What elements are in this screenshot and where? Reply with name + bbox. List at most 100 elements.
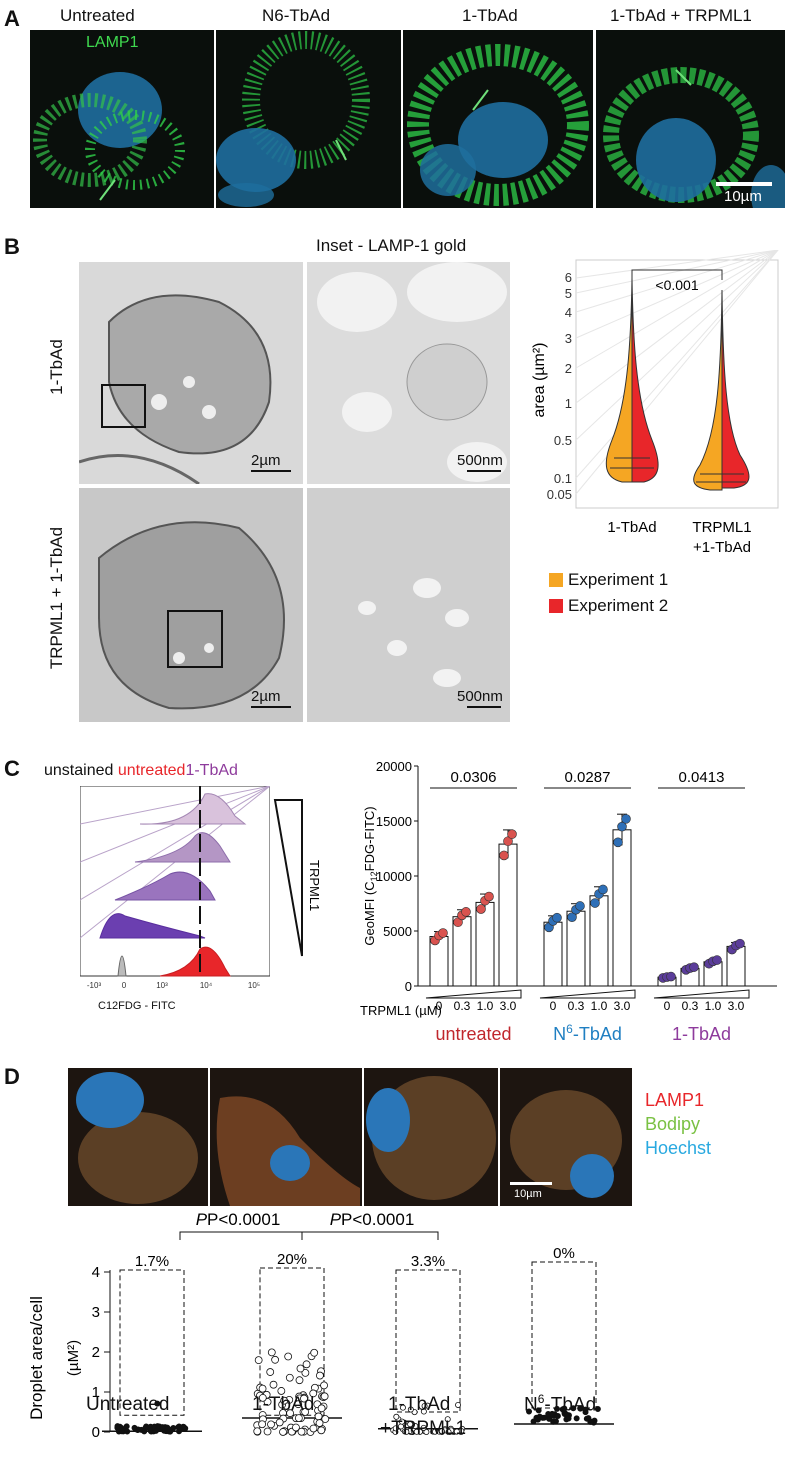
flow-legend-unstained: unstained xyxy=(44,762,114,779)
geomfi-series-label: N6-TbAd xyxy=(553,1022,622,1044)
hist-xtick-0: -10³ xyxy=(87,981,102,990)
droplet-point xyxy=(392,1425,399,1432)
droplet-ytick: 3 xyxy=(92,1304,100,1321)
geomfi-conc-label: 0 xyxy=(436,999,443,1013)
droplet-percent: 0% xyxy=(553,1245,575,1262)
droplet-gate-box xyxy=(119,1269,185,1416)
droplet-point xyxy=(309,1424,318,1433)
panel-letter-a: A xyxy=(4,6,20,31)
droplet-pvalue-2: PP<0.0001 xyxy=(330,1210,415,1229)
droplet-point xyxy=(123,1423,130,1430)
geomfi-pvalue: 0.0306 xyxy=(451,769,497,786)
geomfi-point xyxy=(507,829,517,839)
geomfi-series-label: untreated xyxy=(435,1024,511,1044)
geomfi-point xyxy=(617,821,627,832)
droplet-point xyxy=(582,1409,589,1416)
droplet-point xyxy=(271,1355,280,1364)
flow-xaxis-label: C12FDG - FITC xyxy=(98,1000,176,1012)
violin-ytick-0-5: 0.5 xyxy=(554,433,572,448)
droplet-point xyxy=(277,1387,286,1395)
droplet-point xyxy=(167,1428,174,1435)
legend-d-bodipy: Bodipy xyxy=(645,1114,701,1134)
violin-group-1tbad: 1-TbAd xyxy=(607,519,656,536)
geomfi-pvalue: 0.0413 xyxy=(679,769,725,786)
droplet-point xyxy=(292,1423,300,1432)
flow-histogram: -10³ 0 10³ 10⁴ 10⁵ xyxy=(80,786,270,990)
trpml1-triangle: TRPML1 xyxy=(273,799,322,957)
geomfi-conc-label: 3.0 xyxy=(728,999,745,1013)
panel-letter-b: B xyxy=(4,234,20,259)
micrograph-a-untreated: LAMP1 xyxy=(30,30,214,208)
geomfi-point xyxy=(575,901,585,911)
droplet-point xyxy=(294,1400,303,1409)
droplet-point xyxy=(539,1414,546,1421)
micrograph-d-n6tbad: 10µm xyxy=(500,1068,632,1206)
droplet-point xyxy=(164,1424,171,1431)
droplet-point xyxy=(453,1428,460,1435)
geomfi-point xyxy=(712,955,722,965)
scale-bar-b3 xyxy=(251,706,291,708)
droplet-point xyxy=(421,1402,428,1409)
hist-trace-unstained xyxy=(117,955,127,977)
panel-a-col-1tbad: 1-TbAd xyxy=(462,6,518,25)
micrograph-d-1tbad xyxy=(210,1068,362,1206)
droplet-point xyxy=(316,1371,324,1380)
violin-ytick-5: 5 xyxy=(565,286,572,301)
geomfi-ytick: 5000 xyxy=(383,924,412,939)
micrograph-d-1tbad-trpml1 xyxy=(364,1068,498,1206)
legend-d-lamp1: LAMP1 xyxy=(645,1090,705,1110)
droplet-point xyxy=(314,1412,323,1421)
droplet-gate-box xyxy=(395,1269,461,1413)
violin-ytick-0-05: 0.05 xyxy=(547,487,572,502)
legend-swatch-exp2 xyxy=(549,599,563,613)
droplet-point xyxy=(553,1405,560,1412)
droplet-point xyxy=(399,1404,406,1411)
droplet-point xyxy=(554,1412,561,1419)
violin-ylabel: area (µm²) xyxy=(531,343,548,418)
panel-letter-c: C xyxy=(4,756,20,781)
stain-label-lamp1: LAMP1 xyxy=(86,34,139,51)
geomfi-bar-chart: 20000 15000 10000 5000 0 GeoMFI (C12FDG-FITC… xyxy=(360,759,777,1044)
violin-ytick-3: 3 xyxy=(565,331,572,346)
droplet-point xyxy=(526,1408,533,1415)
geomfi-ytick: 20000 xyxy=(376,759,412,774)
droplet-group-untreated: Untreated xyxy=(86,1394,170,1415)
geomfi-point xyxy=(621,814,631,824)
droplet-point xyxy=(563,1411,570,1418)
micrograph-a-n6tbad xyxy=(216,30,401,208)
droplet-ylabel-unit: (µM²) xyxy=(65,1340,82,1376)
panel-a-col-1tbad-trpml1: 1-TbAd + TRPML1 xyxy=(610,6,752,25)
droplet-point xyxy=(284,1352,293,1361)
droplet-point xyxy=(267,1420,275,1429)
scale-label-b1: 2µm xyxy=(251,452,281,469)
violin-ytick-2: 2 xyxy=(565,361,572,376)
scale-label-a: 10µm xyxy=(724,188,762,205)
droplet-point xyxy=(267,1348,276,1357)
panel-letter-d: D xyxy=(4,1064,20,1089)
hist-trace-1 xyxy=(139,793,247,825)
droplet-point xyxy=(309,1389,318,1398)
droplet-point xyxy=(549,1410,556,1417)
geomfi-bar xyxy=(475,901,495,987)
geomfi-point xyxy=(438,928,448,938)
geomfi-conc-label: 3.0 xyxy=(500,999,517,1013)
droplet-ytick: 0 xyxy=(92,1424,100,1441)
geomfi-point xyxy=(590,898,600,908)
droplet-point xyxy=(420,1408,427,1415)
panel-a-col-n6tbad: N6-TbAd xyxy=(262,6,331,25)
droplet-point xyxy=(152,1427,159,1434)
droplet-point xyxy=(141,1428,148,1435)
scale-bar-b4 xyxy=(467,706,501,708)
violin-1tbad-exp2 xyxy=(631,277,659,483)
violin-1tbad-exp1 xyxy=(605,277,633,483)
geomfi-conc-label: 0.3 xyxy=(682,999,699,1013)
geomfi-series-label: 1-TbAd xyxy=(672,1024,731,1044)
scale-label-b2: 500nm xyxy=(457,452,503,469)
droplet-ytick: 2 xyxy=(92,1344,100,1361)
droplet-bracket-1 xyxy=(179,1231,303,1240)
droplet-point xyxy=(552,1418,559,1425)
geomfi-ytick: 10000 xyxy=(376,869,412,884)
geomfi-bar xyxy=(543,921,563,987)
trpml1-triangle-label: TRPML1 xyxy=(307,860,322,911)
scale-bar-b2 xyxy=(467,470,501,472)
